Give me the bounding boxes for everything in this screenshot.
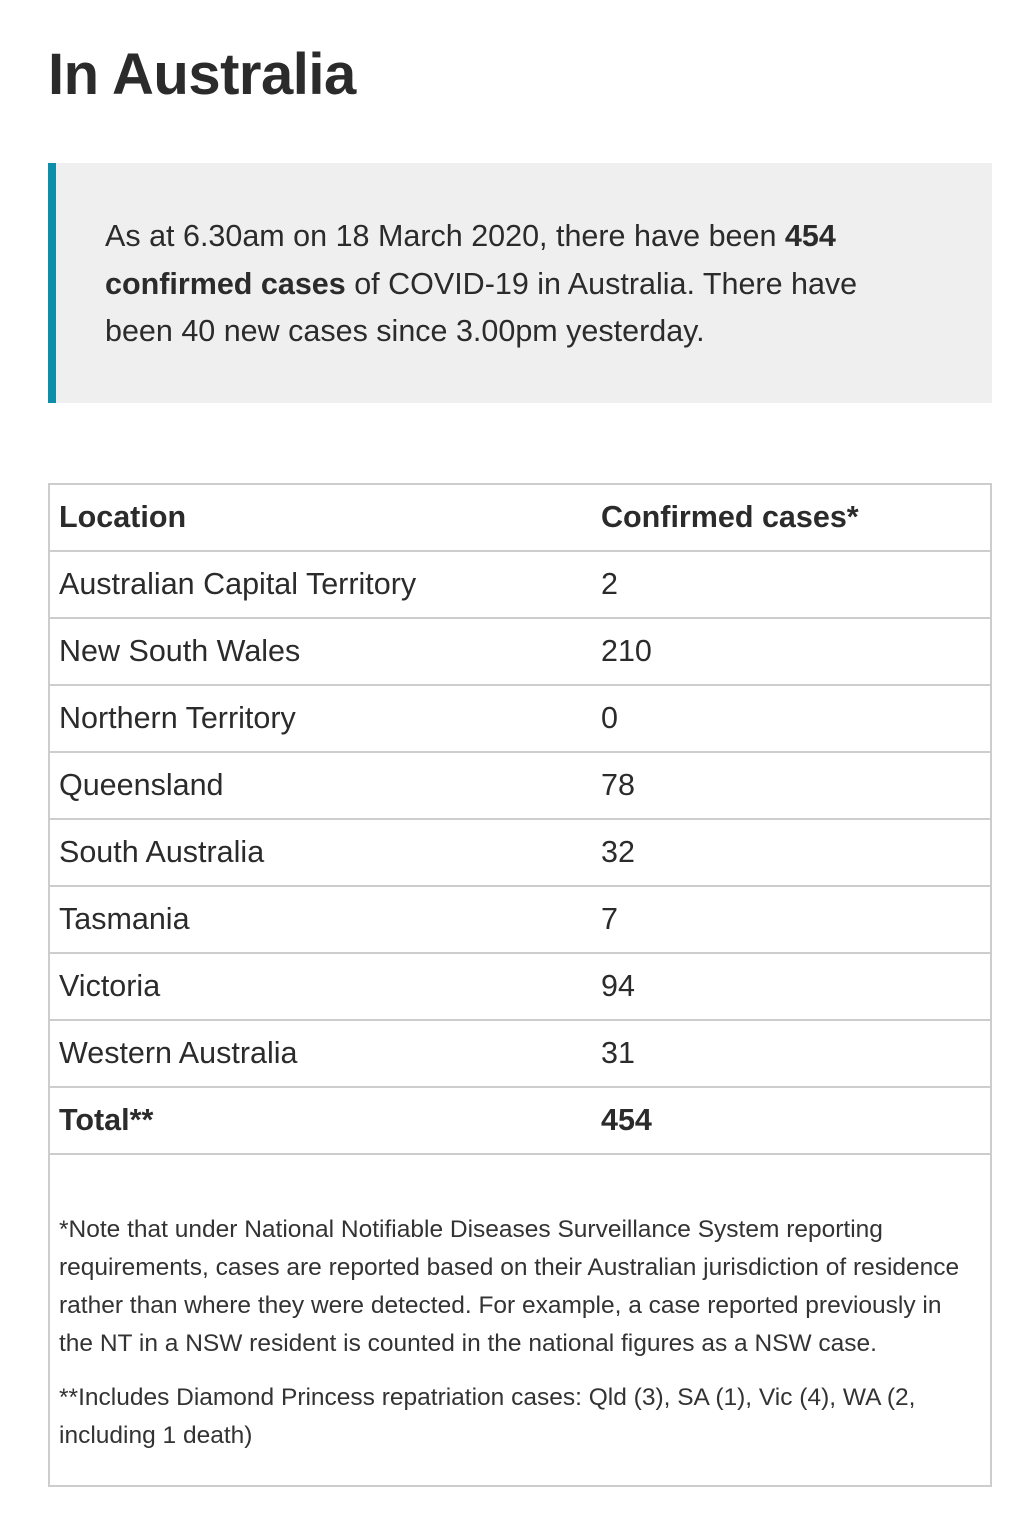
table-row: South Australia 32 — [50, 819, 990, 887]
summary-callout: As at 6.30am on 18 March 2020, there hav… — [48, 163, 992, 403]
row-location: Queensland — [50, 752, 591, 820]
column-header-location: Location — [50, 485, 591, 552]
table-footnotes: *Note that under National Notifiable Dis… — [59, 1211, 979, 1455]
summary-text-tail: of COVID-19 in Australia. There have bee… — [105, 266, 858, 349]
table-row: Western Australia 31 — [50, 1020, 990, 1088]
row-location: South Australia — [50, 819, 591, 887]
table-row: Australian Capital Territory 2 — [50, 551, 990, 619]
cases-table-container: Location Confirmed cases* Australian Cap… — [48, 483, 992, 1487]
table-total-row: Total** 454 — [50, 1087, 990, 1155]
table-row: Queensland 78 — [50, 752, 990, 820]
row-location: Australian Capital Territory — [50, 551, 591, 619]
row-location: New South Wales — [50, 618, 591, 686]
table-row: Tasmania 7 — [50, 886, 990, 954]
footnote-reporting: *Note that under National Notifiable Dis… — [59, 1216, 960, 1357]
footnote-diamond-princess: **Includes Diamond Princess repatriation… — [59, 1384, 916, 1449]
table-header-row: Location Confirmed cases* — [50, 485, 990, 552]
cases-table: Location Confirmed cases* Australian Cap… — [50, 485, 990, 1155]
row-cases: 2 — [591, 551, 990, 619]
row-cases: 7 — [591, 886, 990, 954]
summary-text-lead: As at 6.30am on 18 March 2020, there hav… — [105, 219, 785, 253]
page-title: In Australia — [48, 42, 356, 107]
total-label: Total** — [50, 1087, 591, 1155]
row-cases: 210 — [591, 618, 990, 686]
summary-text-highlight: 454 confirmed cases — [105, 219, 836, 301]
row-location: Tasmania — [50, 886, 591, 954]
table-row: New South Wales 210 — [50, 618, 990, 686]
row-location: Western Australia — [50, 1020, 591, 1088]
table-row: Northern Territory 0 — [50, 685, 990, 753]
row-cases: 94 — [591, 953, 990, 1021]
row-cases: 32 — [591, 819, 990, 887]
row-cases: 78 — [591, 752, 990, 820]
row-location: Northern Territory — [50, 685, 591, 753]
row-cases: 31 — [591, 1020, 990, 1088]
total-cases: 454 — [591, 1087, 990, 1155]
column-header-confirmed-cases: Confirmed cases* — [591, 485, 990, 552]
table-row: Victoria 94 — [50, 953, 990, 1021]
summary-text: As at 6.30am on 18 March 2020, there hav… — [105, 213, 925, 356]
row-location: Victoria — [50, 953, 591, 1021]
row-cases: 0 — [591, 685, 990, 753]
